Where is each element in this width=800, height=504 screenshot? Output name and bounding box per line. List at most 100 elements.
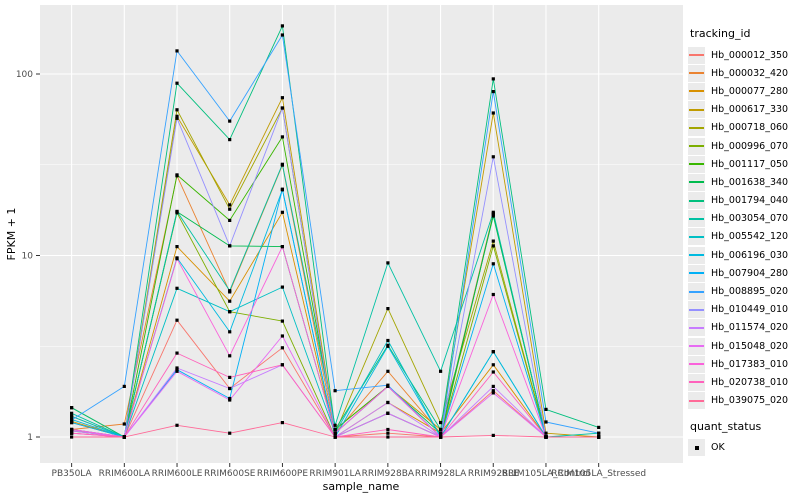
legend-item-Hb_000617_330: Hb_000617_330	[688, 101, 800, 119]
data-point	[228, 289, 232, 293]
x-tick-label-RRIM928BA: RRIM928BA	[362, 469, 415, 479]
data-point	[280, 162, 284, 166]
legend-quant-status: quant_status OK	[688, 420, 800, 457]
data-point	[228, 431, 232, 435]
data-point	[280, 363, 284, 367]
data-point	[280, 96, 284, 100]
x-tick-label-RRIM600SE: RRIM600SE	[204, 469, 256, 479]
data-point	[386, 435, 390, 439]
legend-label: Hb_017383_010	[711, 358, 789, 370]
legend-label: Hb_008895_020	[711, 286, 789, 298]
data-point	[491, 239, 495, 243]
data-point	[280, 24, 284, 28]
legend-line-swatch-icon	[688, 192, 705, 210]
data-point	[175, 49, 179, 53]
legend-line-swatch-icon	[688, 337, 705, 355]
legend-label: Hb_010449_010	[711, 304, 789, 316]
data-point	[70, 418, 74, 422]
legend-item-Hb_039075_020: Hb_039075_020	[688, 392, 800, 410]
data-point	[491, 214, 495, 218]
legend-item-Hb_006196_030: Hb_006196_030	[688, 246, 800, 264]
data-point	[228, 207, 232, 211]
x-tick-label-RRIM901LA: RRIM901LA	[309, 469, 361, 479]
data-point	[597, 431, 601, 435]
data-point	[386, 427, 390, 432]
legend-item-Hb_000032_420: Hb_000032_420	[688, 64, 800, 82]
data-point	[228, 398, 232, 402]
data-point	[491, 370, 495, 374]
data-point	[228, 354, 232, 358]
legend-label: Hb_000996_070	[711, 140, 789, 152]
data-point	[333, 427, 337, 432]
legend-label: Hb_006196_030	[711, 249, 789, 261]
legend-line-swatch-icon	[688, 301, 705, 319]
data-point	[333, 431, 337, 435]
line-chart: 1 10 100 PB350LA RRIM600LA RRIM600LE RRIM600SE…	[5, 5, 683, 493]
legend-line-swatch-icon	[688, 173, 705, 191]
legend-line-swatch-icon	[688, 264, 705, 282]
legend: tracking_id Hb_000012_350 Hb_000032_420 Hb…	[688, 27, 800, 457]
legend-label: Hb_011574_020	[711, 322, 789, 334]
legend-label: Hb_003054_070	[711, 213, 789, 225]
data-point	[175, 286, 179, 290]
legend-line-swatch-icon	[688, 137, 705, 155]
legend-label: Hb_000077_280	[711, 85, 789, 97]
legend-label: Hb_000718_060	[711, 122, 789, 134]
data-point	[228, 299, 232, 303]
plot-area: 1 10 100 PB350LA RRIM600LA RRIM600LE RRIM600SE…	[5, 5, 683, 493]
data-point	[491, 244, 495, 248]
x-tick-label-RRIM600PE: RRIM600PE	[257, 469, 309, 479]
data-point	[544, 435, 548, 439]
x-tick-label-RRIM105LA_Control: RRIM105LA_Control	[502, 469, 591, 479]
data-point	[280, 135, 284, 139]
legend-items: Hb_000012_350 Hb_000032_420 Hb_000077_280 H…	[688, 46, 800, 410]
data-point	[280, 285, 284, 289]
legend-item-ok: OK	[688, 439, 800, 457]
legend-line-swatch-icon	[688, 392, 705, 410]
data-point	[70, 406, 74, 410]
legend-line-swatch-icon	[688, 64, 705, 82]
data-point	[280, 187, 284, 191]
data-point	[544, 431, 548, 435]
legend-item-Hb_001117_050: Hb_001117_050	[688, 155, 800, 173]
data-point	[491, 210, 495, 214]
legend-label: Hb_001638_340	[711, 176, 789, 188]
y-axis-title: FPKM + 1	[5, 208, 18, 261]
legend-label: Hb_001117_050	[711, 158, 789, 170]
legend-label: Hb_039075_020	[711, 395, 789, 407]
data-point	[597, 435, 601, 439]
data-point	[491, 391, 495, 395]
data-point	[333, 435, 337, 439]
legend-line-swatch-icon	[688, 283, 705, 301]
data-point	[491, 363, 495, 367]
legend-item-Hb_003054_070: Hb_003054_070	[688, 210, 800, 228]
data-point	[333, 423, 337, 427]
data-point	[70, 431, 74, 435]
data-point	[491, 262, 495, 266]
legend-item-Hb_000718_060: Hb_000718_060	[688, 119, 800, 137]
data-point	[175, 108, 179, 112]
data-point	[122, 422, 126, 426]
data-point	[439, 427, 443, 432]
x-axis-title: sample_name	[323, 480, 400, 493]
legend-line-swatch-icon	[688, 319, 705, 337]
legend-line-swatch-icon	[688, 101, 705, 119]
legend-line-swatch-icon	[688, 119, 705, 137]
legend-item-Hb_005542_120: Hb_005542_120	[688, 228, 800, 246]
legend-line-swatch-icon	[688, 355, 705, 373]
data-point	[439, 435, 443, 439]
data-point	[280, 210, 284, 214]
data-point	[228, 138, 232, 142]
data-point	[280, 346, 284, 350]
data-point	[228, 386, 232, 391]
data-point	[175, 369, 179, 373]
data-point	[228, 203, 232, 207]
data-point	[122, 435, 126, 439]
data-point	[175, 114, 179, 118]
legend-label: Hb_020738_010	[711, 376, 789, 388]
data-point	[175, 351, 179, 355]
legend-line-swatch-icon	[688, 373, 705, 391]
legend-label: OK	[711, 442, 725, 454]
data-point	[386, 384, 390, 388]
data-point	[491, 292, 495, 297]
